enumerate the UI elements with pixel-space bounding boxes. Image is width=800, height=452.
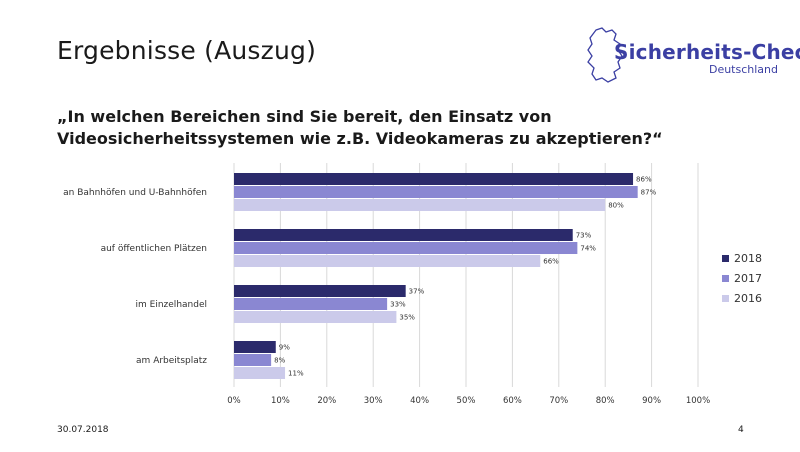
x-tick-label: 30% xyxy=(364,396,383,406)
x-tick-label: 60% xyxy=(503,396,522,406)
x-tick-label: 80% xyxy=(596,396,615,406)
x-tick-label: 70% xyxy=(549,396,568,406)
data-label: 35% xyxy=(399,314,415,322)
data-label: 8% xyxy=(274,357,285,365)
x-tick-label: 20% xyxy=(317,396,336,406)
slide-title: Ergebnisse (Auszug) xyxy=(57,36,317,65)
bar xyxy=(234,285,406,297)
data-label: 66% xyxy=(543,258,559,266)
data-label: 73% xyxy=(576,232,592,240)
x-tick-label: 0% xyxy=(227,396,241,406)
x-axis-ticks: 0% 10% 20% 30% 40% 50% 60% 70% 80% 90% 100% xyxy=(227,396,710,406)
bar xyxy=(234,199,606,211)
legend-label: 2018 xyxy=(734,252,762,265)
data-label: 37% xyxy=(409,288,425,296)
legend-swatch xyxy=(722,295,729,302)
data-label: 33% xyxy=(390,301,406,309)
bar xyxy=(234,242,578,254)
x-tick-label: 90% xyxy=(642,396,661,406)
data-label: 9% xyxy=(279,344,290,352)
x-tick-label: 100% xyxy=(686,396,710,406)
data-label: 86% xyxy=(636,176,652,184)
bar xyxy=(234,255,541,267)
page-number: 4 xyxy=(738,425,744,435)
x-tick-label: 10% xyxy=(271,396,290,406)
bar xyxy=(234,354,272,366)
data-labels: 86% 87% 80% 73% 74% 66% 37%33% 35% 9% 8%11% xyxy=(274,176,656,378)
brand-logo: Sicherheits-Check Deutschland xyxy=(578,26,800,86)
category-labels: an Bahnhöfen und U-Bahnhöfen auf öffentli… xyxy=(63,188,207,366)
footer-date: 30.07.2018 xyxy=(57,425,109,435)
category-label: an Bahnhöfen und U-Bahnhöfen xyxy=(63,188,207,198)
bar xyxy=(234,229,573,241)
x-tick-label: 40% xyxy=(410,396,429,406)
legend-swatch xyxy=(722,275,729,282)
data-label: 80% xyxy=(608,202,624,210)
legend-label: 2017 xyxy=(734,272,762,285)
germany-map-icon xyxy=(587,27,623,83)
bar xyxy=(234,341,276,353)
bar xyxy=(234,186,638,198)
data-label: 74% xyxy=(580,245,596,253)
data-label: 87% xyxy=(641,189,657,197)
category-label: am Arbeitsplatz xyxy=(136,356,207,366)
bar xyxy=(234,311,397,323)
legend-label: 2016 xyxy=(734,292,762,305)
x-tick-label: 50% xyxy=(457,396,476,406)
data-label: 11% xyxy=(288,370,304,378)
survey-question: „In welchen Bereichen sind Sie bereit, d… xyxy=(57,107,663,148)
logo-subtext: Deutschland xyxy=(708,63,778,76)
logo-text: Sicherheits-Check xyxy=(614,40,800,64)
legend: 2018 2017 2016 xyxy=(722,252,762,305)
bars xyxy=(234,173,638,379)
category-label: im Einzelhandel xyxy=(136,300,207,310)
bar xyxy=(234,173,634,185)
bar xyxy=(234,298,388,310)
legend-swatch xyxy=(722,255,729,262)
category-label: auf öffentlichen Plätzen xyxy=(101,244,207,254)
bar xyxy=(234,367,286,379)
